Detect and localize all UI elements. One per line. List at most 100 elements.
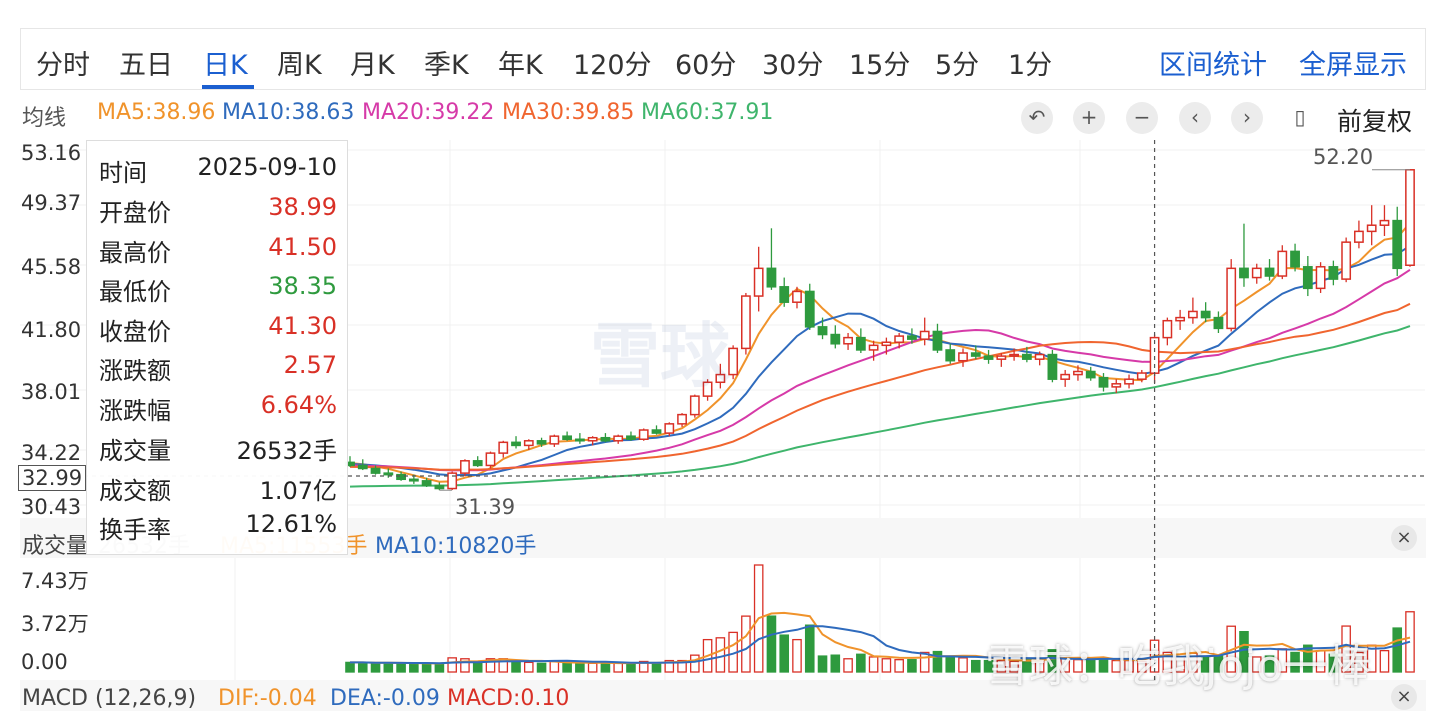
volume-bar [485,658,496,673]
close-volume-icon[interactable]: × [1391,525,1417,551]
candle [1239,267,1249,279]
ma60-line [349,325,1411,488]
volume-bar [868,656,879,673]
volume-bar [1239,630,1249,673]
volume-bar [677,659,687,673]
candle [664,423,675,434]
candle [574,438,585,442]
close-macd-icon[interactable]: × [1391,684,1417,710]
candle-style-icon[interactable]: ▯ [1294,105,1306,129]
candle [1251,267,1262,279]
candle [715,373,726,384]
volume-bar [1379,649,1390,673]
candle [1392,219,1403,270]
volume-bar [932,650,943,673]
tab-30min[interactable]: 30分 [762,50,824,81]
tab-timeshare[interactable]: 分时 [36,50,90,81]
tab-weekly-k[interactable]: 周K [277,50,322,81]
candle [357,464,368,470]
candle-tooltip: 时间 2025-09-10 开盘价 38.99 最高价 41.50 最低价 38.35 … [86,140,348,555]
volume-ma-lines [350,611,1411,665]
tab-daily-k[interactable]: 日K [203,50,248,81]
volume-tick: 3.72万 [21,612,89,636]
zoom-in-icon[interactable]: + [1073,102,1105,134]
tooltip-row-volume: 成交量 26532手 [99,437,337,465]
volume-bar [664,659,675,673]
volume-bar [434,663,445,673]
candle [1034,353,1045,360]
candle [396,473,406,481]
volume-bar [1328,653,1339,673]
ma10-line [349,244,1411,477]
volume-bar [1264,655,1275,673]
volume-bar [817,655,828,673]
interval-stats-button[interactable]: 区间统计 [1159,50,1267,81]
volume-bar [1392,627,1403,673]
volume-bar [613,662,623,673]
tab-60min[interactable]: 60分 [675,50,737,81]
candle [1264,267,1275,277]
volume-ma10-line [350,625,1411,665]
candle [1073,370,1083,376]
tab-1min[interactable]: 1分 [1008,50,1053,81]
pan-left-icon[interactable]: ‹ [1179,102,1211,134]
tab-yearly-k[interactable]: 年K [498,50,543,81]
volume-bar [945,656,956,673]
candle [1175,316,1186,322]
ma30-line [349,302,1411,471]
candle [894,335,905,343]
price-tick: 53.16 [21,141,82,165]
tooltip-row-change-pct: 涨跌幅 6.64% [99,391,337,425]
candle [1009,353,1019,357]
candle [1302,266,1313,290]
zoom-out-icon[interactable]: − [1126,102,1158,134]
candle [779,286,790,303]
pan-right-icon[interactable]: › [1231,102,1263,134]
candle [1085,370,1096,379]
candle [1213,316,1224,330]
macd-dif: DIF:-0.04 [218,686,317,711]
candle [638,429,649,440]
fullscreen-button[interactable]: 全屏显示 [1299,50,1407,81]
macd-dea: DEA:-0.09 [330,686,440,711]
undo-icon[interactable]: ↶ [1021,102,1053,134]
volume-bar [1137,660,1147,673]
tab-15min[interactable]: 15分 [849,50,911,81]
tab-monthly-k[interactable]: 月K [350,50,395,81]
candle [472,460,483,467]
volume-bar [779,634,790,673]
candle [970,352,981,357]
candle [1111,383,1122,388]
candle [907,335,917,340]
volume-bar [651,662,662,673]
volume-label: 成交量 [22,534,89,559]
crosshair-price-label: 32.99 [18,465,87,491]
tab-5min[interactable]: 5分 [935,50,980,81]
volume-bar [447,657,457,673]
candle [511,441,521,447]
candle [868,344,879,351]
volume-bar [741,615,751,673]
macd-value: MACD:0.10 [447,686,570,711]
volume-bar [1341,625,1351,673]
volume-bar [460,658,470,673]
tab-120min[interactable]: 120分 [573,50,652,81]
tab-five-day[interactable]: 五日 [119,50,173,81]
volume-bar [1290,651,1300,673]
candle [766,267,777,288]
volume-bar [357,661,368,673]
candle [817,326,828,336]
candle [1328,266,1339,280]
ma10-value: MA10:38.63 [222,100,355,125]
high-annotation: 52.20 [1313,145,1374,169]
candle [1277,250,1288,277]
tooltip-row-close: 收盘价 41.30 [99,312,337,346]
candle [932,330,943,351]
volume-bar [1085,659,1096,673]
candle [1226,267,1237,330]
volume-bar [587,662,598,673]
adjust-mode-select[interactable]: 前复权 [1337,107,1413,136]
tab-quarterly-k[interactable]: 季K [424,50,469,81]
candle [958,352,968,362]
candle [702,381,713,397]
